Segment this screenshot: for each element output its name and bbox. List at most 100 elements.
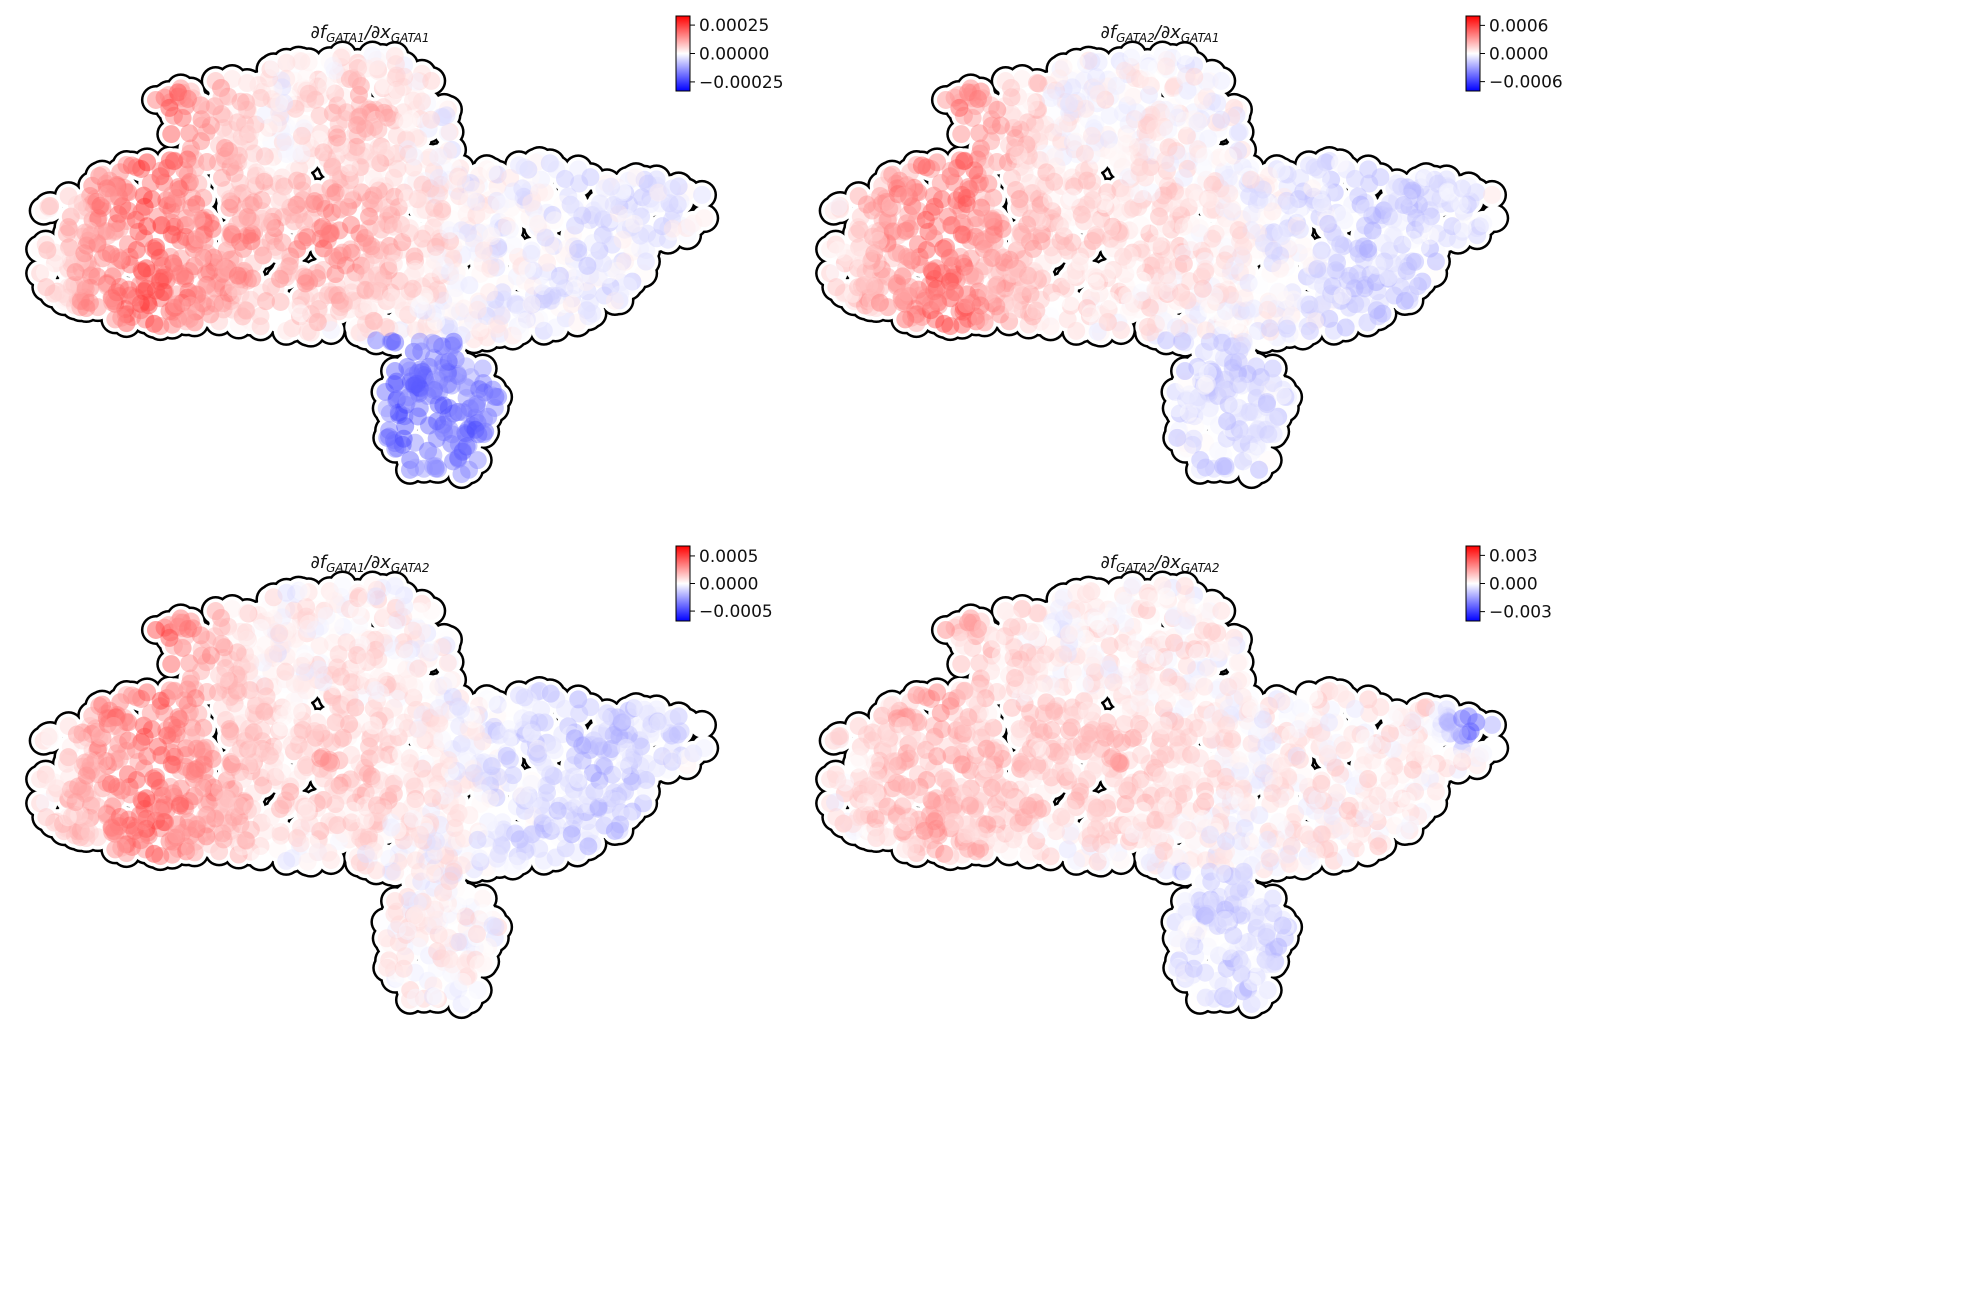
scatter-point — [684, 744, 703, 763]
scatter-point — [444, 308, 463, 327]
scatter-point — [291, 296, 310, 315]
scatter-point — [1150, 207, 1169, 226]
scatter-point — [508, 317, 527, 336]
scatter-point — [381, 332, 400, 351]
scatter-point — [1123, 46, 1142, 65]
scatter-point — [1352, 295, 1371, 314]
scatter-point — [411, 825, 430, 844]
scatter-point — [365, 246, 384, 265]
scatter-point — [559, 187, 578, 206]
scatter-point — [394, 319, 413, 338]
scatter-point — [135, 282, 154, 301]
scatter-point — [425, 910, 444, 929]
scatter-point — [31, 240, 50, 259]
scatter-point — [487, 849, 506, 868]
scatter-point — [544, 237, 563, 256]
scatter-point — [228, 745, 247, 764]
scatter-point — [638, 224, 657, 243]
scatter-point — [991, 116, 1010, 135]
scatter-point — [379, 215, 398, 234]
scatter-point — [693, 185, 712, 204]
scatter-point — [451, 159, 470, 178]
scatter-point — [1004, 300, 1023, 319]
scatter-point — [210, 312, 229, 331]
scatter-point — [255, 677, 274, 696]
scatter-point — [1312, 295, 1331, 314]
scatter-point — [219, 87, 238, 106]
scatter-point — [416, 316, 435, 335]
scatter-point — [108, 176, 127, 195]
scatter-point — [387, 81, 406, 100]
scatter-point — [435, 160, 454, 179]
scatter-point — [328, 658, 347, 677]
scatter-point — [231, 92, 250, 111]
scatter-point — [467, 395, 486, 414]
scatter-point — [481, 789, 500, 808]
scatter-point — [495, 293, 514, 312]
scatter-point — [1216, 457, 1235, 476]
scatter-point — [178, 619, 197, 638]
scatter-point — [297, 141, 316, 160]
colorbar-tick-label: 0.0005 — [699, 547, 758, 567]
scatter-point — [141, 174, 160, 193]
scatter-point — [553, 195, 572, 214]
scatter-point — [300, 272, 319, 291]
scatter-point — [1415, 214, 1434, 233]
scatter-point — [490, 196, 509, 215]
scatter-point — [403, 366, 422, 385]
scatter-point — [434, 415, 453, 434]
scatter-point — [515, 158, 534, 177]
scatter-point — [120, 247, 139, 266]
scatter-point — [405, 375, 424, 394]
scatter-point — [457, 388, 476, 407]
scatter-point — [460, 276, 479, 295]
scatter-point — [340, 171, 359, 190]
scatter-point — [407, 374, 426, 393]
scatter-point — [647, 176, 666, 195]
scatter-point — [500, 220, 519, 239]
scatter-point — [1213, 259, 1232, 278]
scatter-point — [896, 310, 915, 329]
scatter-point — [332, 285, 351, 304]
scatter-point — [526, 153, 545, 172]
scatter-point — [440, 323, 459, 342]
scatter-point — [212, 88, 231, 107]
scatter-point — [323, 156, 342, 175]
scatter-point — [357, 268, 376, 287]
scatter-point — [488, 177, 507, 196]
scatter-point — [397, 130, 416, 149]
scatter-point — [369, 273, 388, 292]
scatter-point — [225, 164, 244, 183]
scatter-point — [369, 803, 388, 822]
scatter-point — [436, 316, 455, 335]
scatter-point — [164, 194, 183, 213]
scatter-point — [434, 926, 453, 945]
scatter-point — [315, 71, 334, 90]
scatter-point — [411, 110, 430, 129]
scatter-point — [547, 160, 566, 179]
scatter-point — [426, 209, 445, 228]
scatter-point — [350, 828, 369, 847]
scatter-point — [308, 843, 327, 862]
scatter-point — [593, 226, 612, 245]
scatter-point — [870, 293, 889, 312]
scatter-point — [1277, 319, 1296, 338]
scatter-point — [412, 200, 431, 219]
scatter-point — [302, 209, 321, 228]
scatter-point — [223, 300, 242, 319]
scatter-point — [66, 793, 85, 812]
scatter-point — [68, 292, 87, 311]
scatter-point — [198, 100, 217, 119]
scatter-point — [1196, 262, 1215, 281]
scatter-point — [192, 662, 211, 681]
scatter-point — [394, 429, 413, 448]
scatter-point — [443, 955, 462, 974]
scatter-point — [241, 290, 260, 309]
scatter-point — [369, 120, 388, 139]
scatter-point — [215, 668, 234, 687]
scatter-point — [162, 185, 181, 204]
scatter-point — [201, 116, 220, 135]
scatter-point — [684, 214, 703, 233]
scatter-point — [1250, 276, 1269, 295]
scatter-point — [38, 771, 57, 790]
